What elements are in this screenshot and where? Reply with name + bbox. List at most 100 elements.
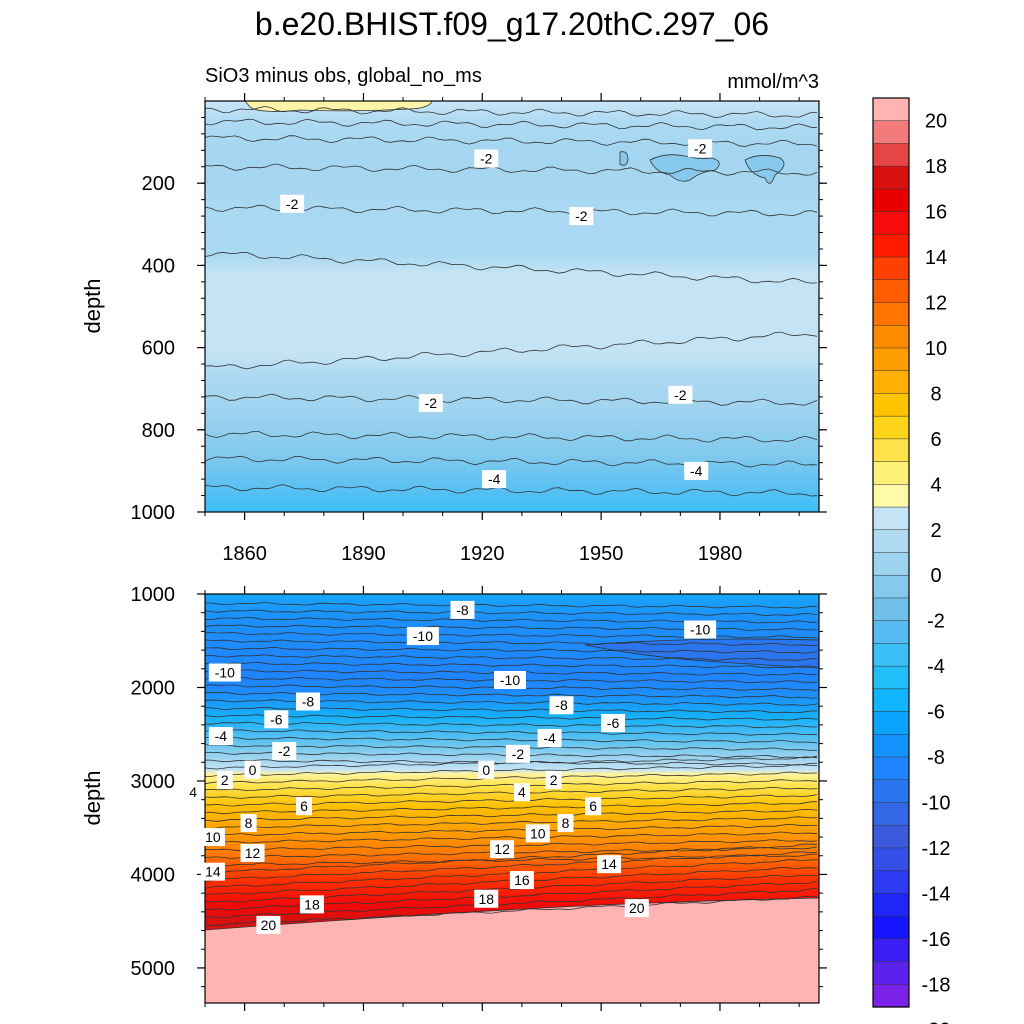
contour-label-bg [585,797,602,816]
contour-label: -10 [215,665,235,681]
colorbar-swatch [872,711,910,735]
lower-contour-line [205,602,817,609]
contour-label: 10 [205,829,221,845]
upper-field [205,101,819,512]
contour-label-bg [200,862,225,881]
upper-contour-line [205,163,818,176]
colorbar-swatch [872,574,910,599]
colorbar: 20181614121086420-2-4-6-8-10-12-14-16-18… [872,97,951,1024]
upper-small-patch-1 [649,154,720,182]
lower-contour-line [205,895,818,927]
contour-label: 14 [601,856,617,872]
contour-label-bg [264,710,289,729]
y-tick-label: 5000 [131,958,176,980]
lower-contour-labels: -8 -10 -10 -10 -10 -8 -8 -6 -6 -4 -4 -2 -2 0 0 2 2 4 4 6 6 8 8… [185,600,717,934]
contour-label: -2 [278,743,291,759]
colorbar-label: 4 [930,474,941,496]
colorbar-swatch [872,665,910,690]
lower-contour-line [205,771,818,785]
contour-label-bg [668,385,693,404]
contour-label: 4 [189,784,197,800]
contour-label: 18 [478,891,494,907]
lower-contour-line [205,729,818,736]
contour-label-bg [474,889,499,908]
upper-contour-line [205,484,818,497]
x-tick-label: 1980 [698,543,743,565]
contour-label-bg [256,915,281,934]
contour-label: 12 [245,845,261,861]
contour-label-bg [280,194,305,213]
contour-label-bg [525,824,550,843]
lower-contour-line [205,816,818,830]
contour-label: 4 [518,784,526,800]
contour-label-bg [601,714,626,733]
contour-label: 8 [245,815,253,831]
contour-label-bg [295,692,320,711]
colorbar-swatch [872,461,910,485]
colorbar-swatch [872,165,910,190]
y-tick-label: 1000 [131,584,176,606]
lower-contour-line [205,853,817,867]
contour-label-bg [569,207,594,226]
contour-label: -4 [488,471,501,487]
contour-label: 10 [530,825,546,841]
contour-label-bg [494,671,527,690]
upper-axis-ticks: 200 400 600 800 1000 1860 1890 1920 1950 1980 [131,93,827,565]
contour-label: -6 [607,715,620,731]
lower-frame [204,593,820,1004]
lower-contour-line [205,736,818,744]
contour-label-bg [185,783,202,802]
contour-label: 14 [205,864,221,880]
x-tick-label: 1860 [222,543,267,565]
contour-label: -8 [302,694,315,710]
upper-contour-line [205,393,818,406]
colorbar-label: -2 [927,611,945,633]
contour-label: 6 [300,798,308,814]
colorbar-swatch [872,688,910,713]
contour-label: -2 [286,196,299,212]
colorbar-label: -20 [922,1020,951,1024]
contour-label-bg [418,394,443,413]
contour-label: 2 [221,772,229,788]
subtitle-right: mmol/m^3 [727,71,819,93]
colorbar-label: 14 [925,247,947,269]
lower-contour-line [205,714,818,721]
colorbar-swatch [872,961,910,985]
colorbar-swatch [872,302,910,326]
colorbar-label: 0 [930,565,941,587]
colorbar-swatch [872,984,910,1008]
x-tick-label: 1890 [341,543,386,565]
upper-frame [204,100,820,513]
lower-contour-line [205,661,818,669]
contour-label: -6 [270,711,283,727]
contour-label: -8 [555,697,568,713]
contour-label: 16 [514,872,530,888]
colorbar-swatch [872,847,910,872]
colorbar-label: -12 [922,838,951,860]
contour-label: -10 [690,622,710,638]
contour-label-bg [216,771,233,790]
colorbar-swatch [872,256,910,281]
colorbar-label: 2 [930,520,941,542]
upper-contour-line [205,105,818,119]
colorbar-label: -4 [927,656,945,678]
upper-contour-line [205,118,818,131]
lower-contour-line [205,756,818,770]
colorbar-swatch [872,325,910,349]
contour-label: 0 [482,762,490,778]
contour-label-bg [200,828,225,847]
lower-contour-line [205,888,818,919]
x-tick-label: 1950 [579,543,624,565]
colorbar-swatch [872,756,910,781]
colorbar-swatch [872,143,910,167]
lower-contour-line [205,609,818,616]
contour-label-bg [244,760,261,779]
y-tick-label: 4000 [131,864,176,886]
contour-label: 20 [629,900,645,916]
colorbar-swatch [872,120,910,144]
contour-label: -10 [413,628,433,644]
colorbar-swatch [872,643,910,667]
